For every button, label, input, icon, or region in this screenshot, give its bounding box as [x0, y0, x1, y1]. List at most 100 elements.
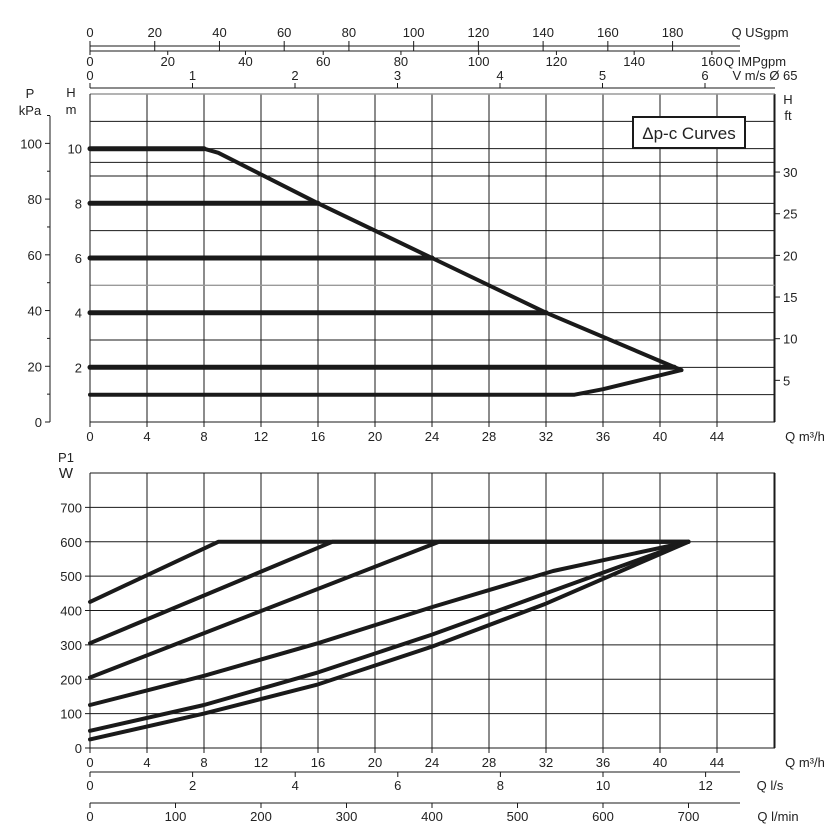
bottom-y-tick-label: 700 — [60, 500, 82, 515]
lmin-tick-label: 700 — [678, 809, 700, 824]
power-curve-line — [88, 539, 691, 646]
top-x-tick-label: 44 — [710, 429, 724, 444]
top-curve-line — [88, 368, 684, 397]
lmin-tick-label: 300 — [336, 809, 358, 824]
ls-tick-label: 6 — [394, 778, 401, 793]
usgpm-tick-label: 40 — [212, 25, 226, 40]
impgpm-tick-label: 40 — [238, 54, 252, 69]
top-x-axis-label: Q m³/h — [785, 429, 825, 444]
p-axis-label: P — [26, 86, 35, 101]
top-curve-line — [202, 146, 684, 373]
ft-tick-label: 10 — [783, 332, 797, 347]
top-x-tick-label: 0 — [86, 429, 93, 444]
velocity-tick-label: 5 — [599, 68, 606, 83]
p1-axis-label: P1 — [58, 450, 74, 465]
power-curve-line — [88, 539, 691, 733]
usgpm-tick-label: 80 — [342, 25, 356, 40]
top-y-tick-label-m: 10 — [68, 142, 82, 157]
top-x-tick-label: 16 — [311, 429, 325, 444]
ls-tick-label: 12 — [698, 778, 712, 793]
bottom-x-tick-label: 0 — [86, 755, 93, 770]
usgpm-tick-label: 120 — [468, 25, 490, 40]
usgpm-tick-label: 60 — [277, 25, 291, 40]
power-curve-line — [88, 539, 691, 680]
kpa-tick-label: 40 — [28, 304, 42, 319]
bottom-x-tick-label: 44 — [710, 755, 724, 770]
impgpm-axis-label: Q IMPgpm — [724, 54, 786, 69]
top-y-tick-label-m: 4 — [75, 306, 82, 321]
top-x-tick-label: 32 — [539, 429, 553, 444]
lmin-tick-label: 0 — [86, 809, 93, 824]
h-axis-label: H — [66, 85, 75, 100]
impgpm-tick-label: 0 — [86, 54, 93, 69]
bottom-x-tick-label: 8 — [200, 755, 207, 770]
top-x-tick-label: 8 — [200, 429, 207, 444]
usgpm-tick-label: 160 — [597, 25, 619, 40]
kpa-tick-label: 0 — [35, 415, 42, 430]
p-axis-unit-label: kPa — [19, 103, 42, 118]
impgpm-tick-label: 120 — [546, 54, 568, 69]
ls-tick-label: 4 — [292, 778, 299, 793]
impgpm-tick-label: 160 — [701, 54, 723, 69]
ls-tick-label: 2 — [189, 778, 196, 793]
impgpm-tick-label: 80 — [394, 54, 408, 69]
h-ft-axis-unit-label: ft — [784, 108, 792, 123]
ft-tick-label: 20 — [783, 248, 797, 263]
velocity-tick-label: 2 — [291, 68, 298, 83]
kpa-tick-label: 80 — [28, 192, 42, 207]
impgpm-tick-label: 140 — [623, 54, 645, 69]
velocity-tick-label: 4 — [496, 68, 503, 83]
velocity-tick-label: 3 — [394, 68, 401, 83]
bottom-y-tick-label: 0 — [75, 741, 82, 756]
bottom-x-tick-label: 28 — [482, 755, 496, 770]
lmin-tick-label: 400 — [421, 809, 443, 824]
usgpm-tick-label: 100 — [403, 25, 425, 40]
bottom-x-tick-label: 40 — [653, 755, 667, 770]
velocity-tick-label: 1 — [189, 68, 196, 83]
kpa-tick-label: 20 — [28, 359, 42, 374]
lmin-tick-label: 500 — [507, 809, 529, 824]
velocity-axis-label: V m/s Ø 65 — [732, 68, 797, 83]
usgpm-axis-label: Q USgpm — [731, 25, 788, 40]
kpa-tick-label: 100 — [20, 136, 42, 151]
ls-tick-label: 8 — [497, 778, 504, 793]
h-axis-unit-label: m — [66, 102, 77, 117]
bottom-y-tick-label: 200 — [60, 672, 82, 687]
ls-tick-label: 10 — [596, 778, 610, 793]
lmin-tick-label: 100 — [165, 809, 187, 824]
bottom-x-tick-label: 24 — [425, 755, 439, 770]
impgpm-tick-label: 20 — [161, 54, 175, 69]
kpa-tick-label: 60 — [28, 248, 42, 263]
top-y-tick-label-m: 8 — [75, 196, 82, 211]
bottom-x-tick-label: 20 — [368, 755, 382, 770]
bottom-x-tick-label: 16 — [311, 755, 325, 770]
top-x-tick-label: 36 — [596, 429, 610, 444]
impgpm-tick-label: 60 — [316, 54, 330, 69]
velocity-tick-label: 6 — [701, 68, 708, 83]
bottom-x-axis-label: Q m³/h — [785, 755, 825, 770]
usgpm-tick-label: 20 — [147, 25, 161, 40]
usgpm-tick-label: 180 — [662, 25, 684, 40]
p1-axis-unit-label: W — [59, 465, 74, 482]
usgpm-tick-label: 0 — [86, 25, 93, 40]
bottom-y-tick-label: 300 — [60, 638, 82, 653]
power-curve-line — [88, 539, 691, 707]
bottom-x-tick-label: 32 — [539, 755, 553, 770]
ls-tick-label: 0 — [86, 778, 93, 793]
top-x-tick-label: 12 — [254, 429, 268, 444]
bottom-x-tick-label: 4 — [143, 755, 150, 770]
top-x-tick-label: 20 — [368, 429, 382, 444]
lmin-tick-label: 200 — [250, 809, 272, 824]
bottom-y-tick-label: 500 — [60, 569, 82, 584]
ls-axis-label: Q l/s — [757, 778, 784, 793]
h-ft-axis-label: H — [783, 92, 792, 107]
bottom-y-tick-label: 600 — [60, 535, 82, 550]
chart-title-box — [632, 116, 746, 149]
velocity-tick-label: 0 — [86, 68, 93, 83]
ft-tick-label: 30 — [783, 165, 797, 180]
power-curve-line — [88, 539, 691, 604]
top-x-tick-label: 24 — [425, 429, 439, 444]
power-curve-line — [88, 539, 691, 742]
usgpm-tick-label: 140 — [532, 25, 554, 40]
ft-tick-label: 15 — [783, 290, 797, 305]
